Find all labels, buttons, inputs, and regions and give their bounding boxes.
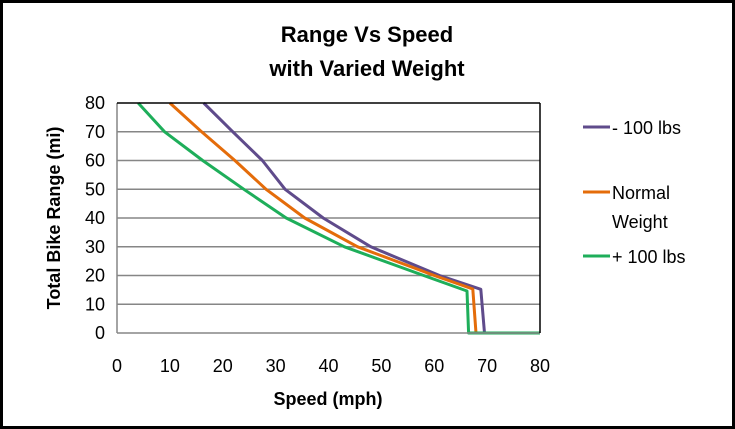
- x-tick-label: 70: [477, 356, 497, 376]
- x-tick-label: 0: [112, 356, 122, 376]
- y-tick-label: 80: [85, 93, 105, 113]
- x-tick-label: 20: [213, 356, 233, 376]
- x-tick-labels: 0 10 20 30 40 50 60 70 80: [112, 356, 550, 376]
- x-tick-label: 60: [424, 356, 444, 376]
- series-line-100-lbs: [137, 101, 540, 335]
- legend-label: - 100 lbs: [612, 118, 681, 138]
- y-tick-labels: 0 10 20 30 40 50 60 70 80: [85, 93, 105, 343]
- legend-label: Weight: [612, 212, 668, 232]
- y-tick-label: 50: [85, 179, 105, 199]
- axes: [116, 102, 541, 334]
- x-tick-label: 30: [266, 356, 286, 376]
- y-tick-label: 0: [95, 323, 105, 343]
- chart-title-line-1: Range Vs Speed: [281, 22, 453, 47]
- y-tick-label: 30: [85, 237, 105, 257]
- chart-title-line-2: with Varied Weight: [268, 56, 465, 81]
- y-tick-label: 20: [85, 266, 105, 286]
- x-tick-label: 80: [530, 356, 550, 376]
- legend-label: + 100 lbs: [612, 247, 686, 267]
- series-lines: [137, 101, 540, 335]
- legend-label: Normal: [612, 183, 670, 203]
- x-axis-title: Speed (mph): [273, 389, 382, 409]
- y-tick-label: 40: [85, 208, 105, 228]
- series-line-100-lbs: [202, 101, 540, 335]
- y-tick-label: 60: [85, 151, 105, 171]
- series-line-normal-weight: [168, 101, 540, 335]
- gridlines: [117, 131, 540, 305]
- x-tick-label: 10: [160, 356, 180, 376]
- legend: - 100 lbs Normal Weight + 100 lbs: [583, 118, 686, 267]
- y-axis-title: Total Bike Range (mi): [44, 127, 64, 310]
- x-tick-label: 50: [371, 356, 391, 376]
- y-tick-label: 70: [85, 122, 105, 142]
- y-tick-label: 10: [85, 294, 105, 314]
- x-tick-label: 40: [318, 356, 338, 376]
